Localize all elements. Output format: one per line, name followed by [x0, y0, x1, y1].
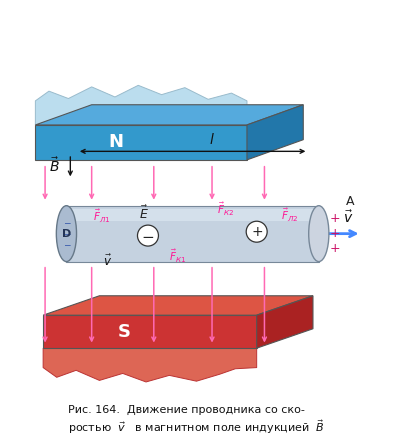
- Text: +: +: [330, 227, 340, 240]
- Text: S: S: [118, 323, 131, 341]
- Circle shape: [246, 221, 267, 242]
- Text: +: +: [330, 212, 340, 226]
- Polygon shape: [66, 209, 319, 221]
- Text: $\vec{v}$: $\vec{v}$: [343, 209, 353, 226]
- Text: $\vec{F}_{К1}$: $\vec{F}_{К1}$: [169, 247, 186, 265]
- Text: Рис. 164.  Движение проводника со ско-
ростью  $\vec{v}$   в магнитном поле инду: Рис. 164. Движение проводника со ско- ро…: [68, 405, 325, 436]
- Text: $\vec{F}_{К2}$: $\vec{F}_{К2}$: [217, 201, 234, 218]
- Polygon shape: [257, 296, 313, 348]
- Text: $\vec{B}$: $\vec{B}$: [50, 156, 60, 175]
- Polygon shape: [35, 85, 247, 125]
- Text: D: D: [62, 229, 72, 238]
- Text: $\vec{F}_{Л2}$: $\vec{F}_{Л2}$: [281, 206, 298, 224]
- Polygon shape: [43, 315, 257, 348]
- Polygon shape: [43, 348, 257, 382]
- Text: N: N: [108, 133, 123, 151]
- Text: A: A: [346, 195, 355, 208]
- Polygon shape: [35, 125, 247, 160]
- Polygon shape: [43, 296, 313, 315]
- Text: −: −: [63, 229, 70, 238]
- Polygon shape: [66, 206, 319, 262]
- Circle shape: [138, 225, 158, 246]
- Polygon shape: [247, 105, 303, 160]
- Text: −: −: [63, 240, 70, 249]
- Polygon shape: [35, 105, 303, 125]
- Ellipse shape: [309, 206, 329, 262]
- Text: $\vec{v}$: $\vec{v}$: [103, 254, 112, 270]
- Text: $\vec{F}_{Л1}$: $\vec{F}_{Л1}$: [93, 207, 110, 225]
- Text: +: +: [330, 242, 340, 255]
- Text: −: −: [63, 218, 70, 227]
- Text: $l$: $l$: [209, 132, 215, 147]
- Ellipse shape: [56, 206, 77, 262]
- Text: $-$: $-$: [141, 228, 154, 243]
- Text: $+$: $+$: [251, 225, 263, 239]
- Text: $\vec{E}$: $\vec{E}$: [139, 205, 149, 222]
